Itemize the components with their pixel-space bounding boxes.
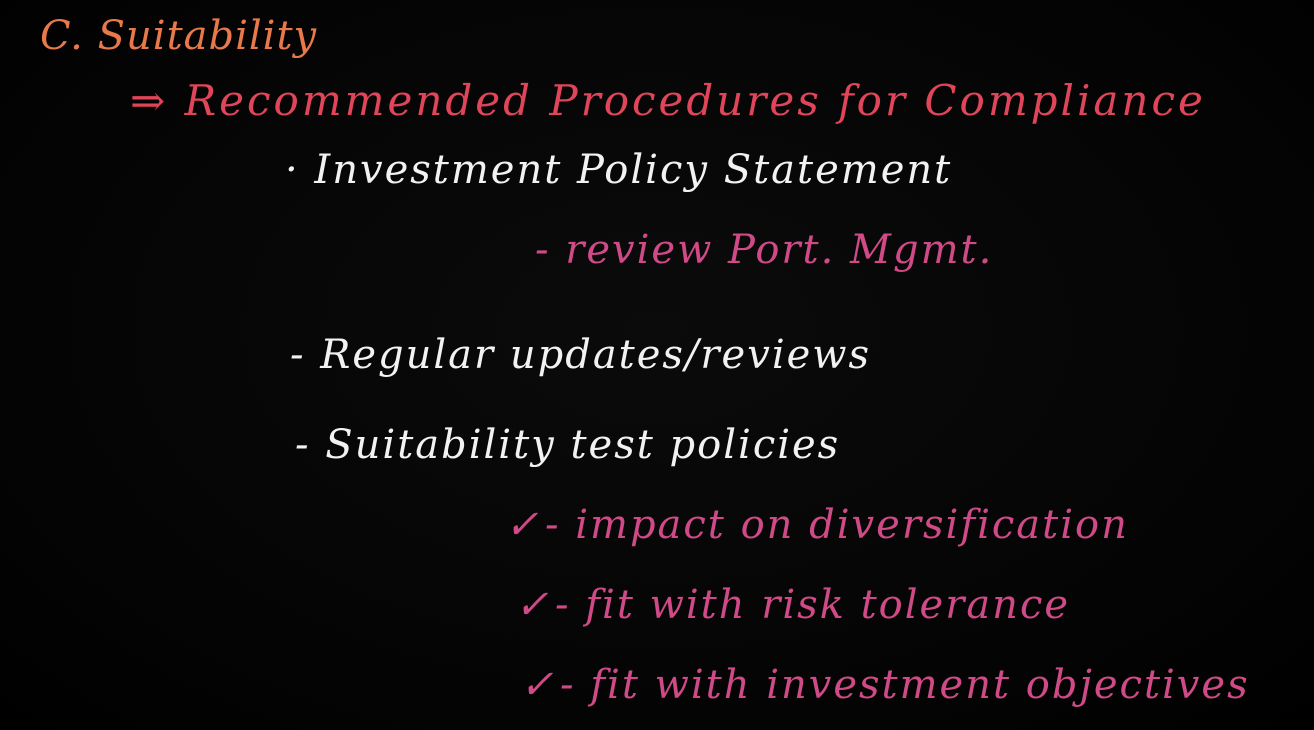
check-icon: ✓ (520, 662, 556, 708)
item-investment-policy-statement: · Investment Policy Statement (285, 147, 953, 193)
subitem-risk-tolerance: ✓ - fit with risk tolerance (515, 585, 1070, 625)
check-icon: ✓ (515, 582, 551, 628)
item-review-port-mgmt: - review Port. Mgmt. (535, 227, 994, 273)
subitem-investment-objectives: ✓ - fit with investment objectives (520, 665, 1250, 705)
subitem-risk-tolerance-label: - fit with risk tolerance (555, 582, 1071, 628)
section-heading: C. Suitability (40, 13, 318, 59)
subitem-diversification-label: - impact on diversification (545, 502, 1129, 548)
item-suitability-test-policies: - Suitability test policies (295, 422, 841, 468)
subitem-diversification: ✓ - impact on diversification (505, 505, 1129, 545)
subheading: ⇒ Recommended Procedures for Compliance (130, 76, 1206, 125)
item-regular-updates: - Regular updates/reviews (290, 332, 872, 378)
subitem-investment-objectives-label: - fit with investment objectives (560, 662, 1250, 708)
check-icon: ✓ (505, 502, 541, 548)
